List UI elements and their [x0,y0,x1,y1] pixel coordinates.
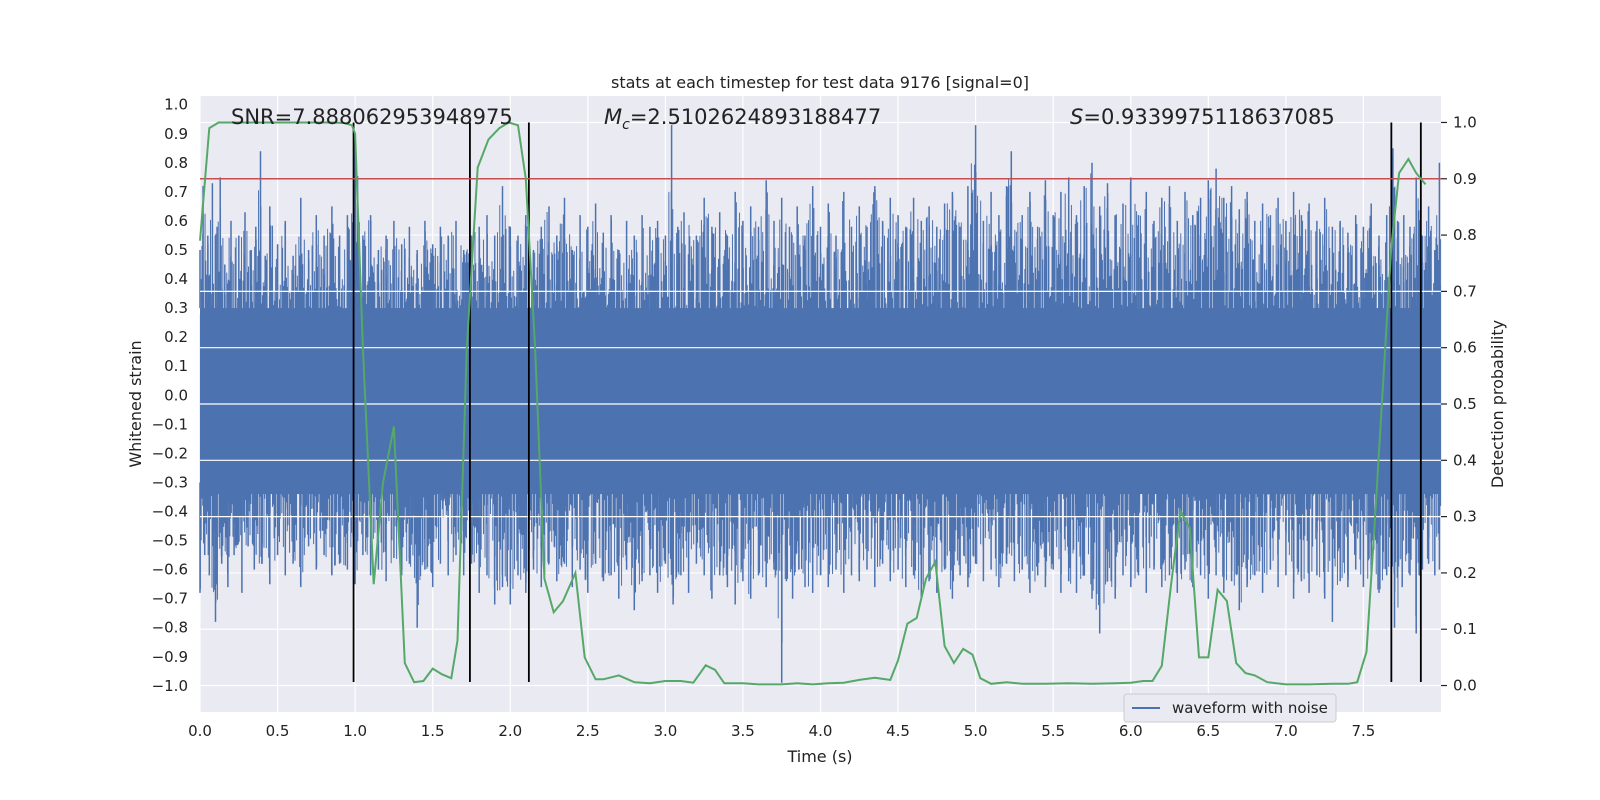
y-left-tick-label: −0.8 [152,619,188,637]
vertical-markers [352,122,1422,682]
y-left-tick-label: 0.1 [164,357,188,375]
y-left-tick-label: 0.9 [164,125,188,143]
y-right-tick-label: 0.2 [1453,564,1477,582]
probability-series [199,121,1427,686]
mc-value: =2.5102624893188477 [630,105,881,129]
x-tick-label: 7.5 [1352,722,1376,740]
mc-annotation: Mc=2.5102624893188477 [604,105,881,133]
x-tick-label: 3.0 [653,722,677,740]
y-left-tick-label: 0.5 [164,241,188,259]
legend: waveform with noise [1123,693,1337,723]
x-tick-label: 4.0 [809,722,833,740]
y-left-tick-label: −0.1 [152,415,188,433]
y-left-tick-label: −0.4 [152,503,188,521]
s-annotation: S=0.9339975118637085 [1070,105,1335,129]
y-axis-label-right: Detection probability [1488,320,1507,488]
y-right-tick-label: 0.1 [1453,620,1477,638]
legend-box [1123,693,1337,723]
y-right-tick-label: 0.8 [1453,226,1477,244]
y-right-tick-label: 0.6 [1453,339,1477,357]
x-tick-label: 0.0 [188,722,212,740]
y-left-tick-label: −0.2 [152,444,188,462]
probability-line [199,121,1427,686]
s-value: =0.9339975118637085 [1083,105,1334,129]
y-right-tick-label: 0.3 [1453,508,1477,526]
y-left-tick-label: −0.3 [152,473,188,491]
y-left-tick-label: 0.7 [164,183,188,201]
y-left-tick-label: −1.0 [152,677,188,695]
waveform-series [199,125,1442,683]
waveform-core-band [200,308,1441,495]
y-left-tick-label: 0.4 [164,270,188,288]
x-tick-label: 1.5 [421,722,445,740]
x-tick-label: 3.5 [731,722,755,740]
x-tick-label: 7.0 [1274,722,1298,740]
y-axis-label-left: Whitened strain [126,340,145,467]
x-tick-label: 5.0 [964,722,988,740]
y-left-tick-label: 0.8 [164,154,188,172]
snr-annotation: SNR=7.888062953948975 [231,105,513,129]
y-right-tick-label: 0.5 [1453,395,1477,413]
x-tick-label: 6.0 [1119,722,1143,740]
x-axis-label: Time (s) [786,747,852,766]
y-left-tick-label: −0.6 [152,561,188,579]
y-right-tick-label: 0.9 [1453,170,1477,188]
y-right-tick-labels: 1.0 0.9 0.8 0.7 0.6 0.5 0.4 0.3 0.2 0.1 0.0 [1441,113,1477,695]
x-tick-label: 6.5 [1196,722,1220,740]
y-right-tick-label: 1.0 [1453,113,1477,131]
legend-label: waveform with noise [1172,699,1328,717]
y-left-tick-label: 0.3 [164,299,188,317]
mc-symbol: M [604,105,622,129]
x-tick-label: 4.5 [886,722,910,740]
chart-title: stats at each timestep for test data 917… [611,73,1029,92]
y-left-tick-label: −0.7 [152,590,188,608]
x-tick-label: 1.0 [343,722,367,740]
x-tick-label: 0.5 [266,722,290,740]
mc-subscript: c [622,117,630,133]
y-left-tick-label: 0.0 [164,386,188,404]
x-tick-label: 5.5 [1041,722,1065,740]
s-symbol: S [1070,105,1083,129]
y-left-tick-label: 0.2 [164,328,188,346]
y-left-tick-labels: 1.0 0.9 0.8 0.7 0.6 0.5 0.4 0.3 0.2 0.1 0.0 −0.1 −0.… [152,96,188,695]
y-right-tick-label: 0.4 [1453,451,1477,469]
y-right-tick-label: 0.7 [1453,282,1477,300]
y-left-tick-label: −0.5 [152,532,188,550]
x-tick-label: 2.0 [498,722,522,740]
y-left-tick-label: 0.6 [164,212,188,230]
y-left-tick-label: 1.0 [164,96,188,114]
waveform-peak-strokes [199,125,1441,683]
x-tick-labels: 0.0 0.5 1.0 1.5 2.0 2.5 3.0 3.5 4.0 4.5 5.0 5.5 6.0 6… [188,722,1375,740]
y-left-tick-label: −0.9 [152,648,188,666]
x-tick-label: 2.5 [576,722,600,740]
y-right-tick-label: 0.0 [1453,677,1477,695]
